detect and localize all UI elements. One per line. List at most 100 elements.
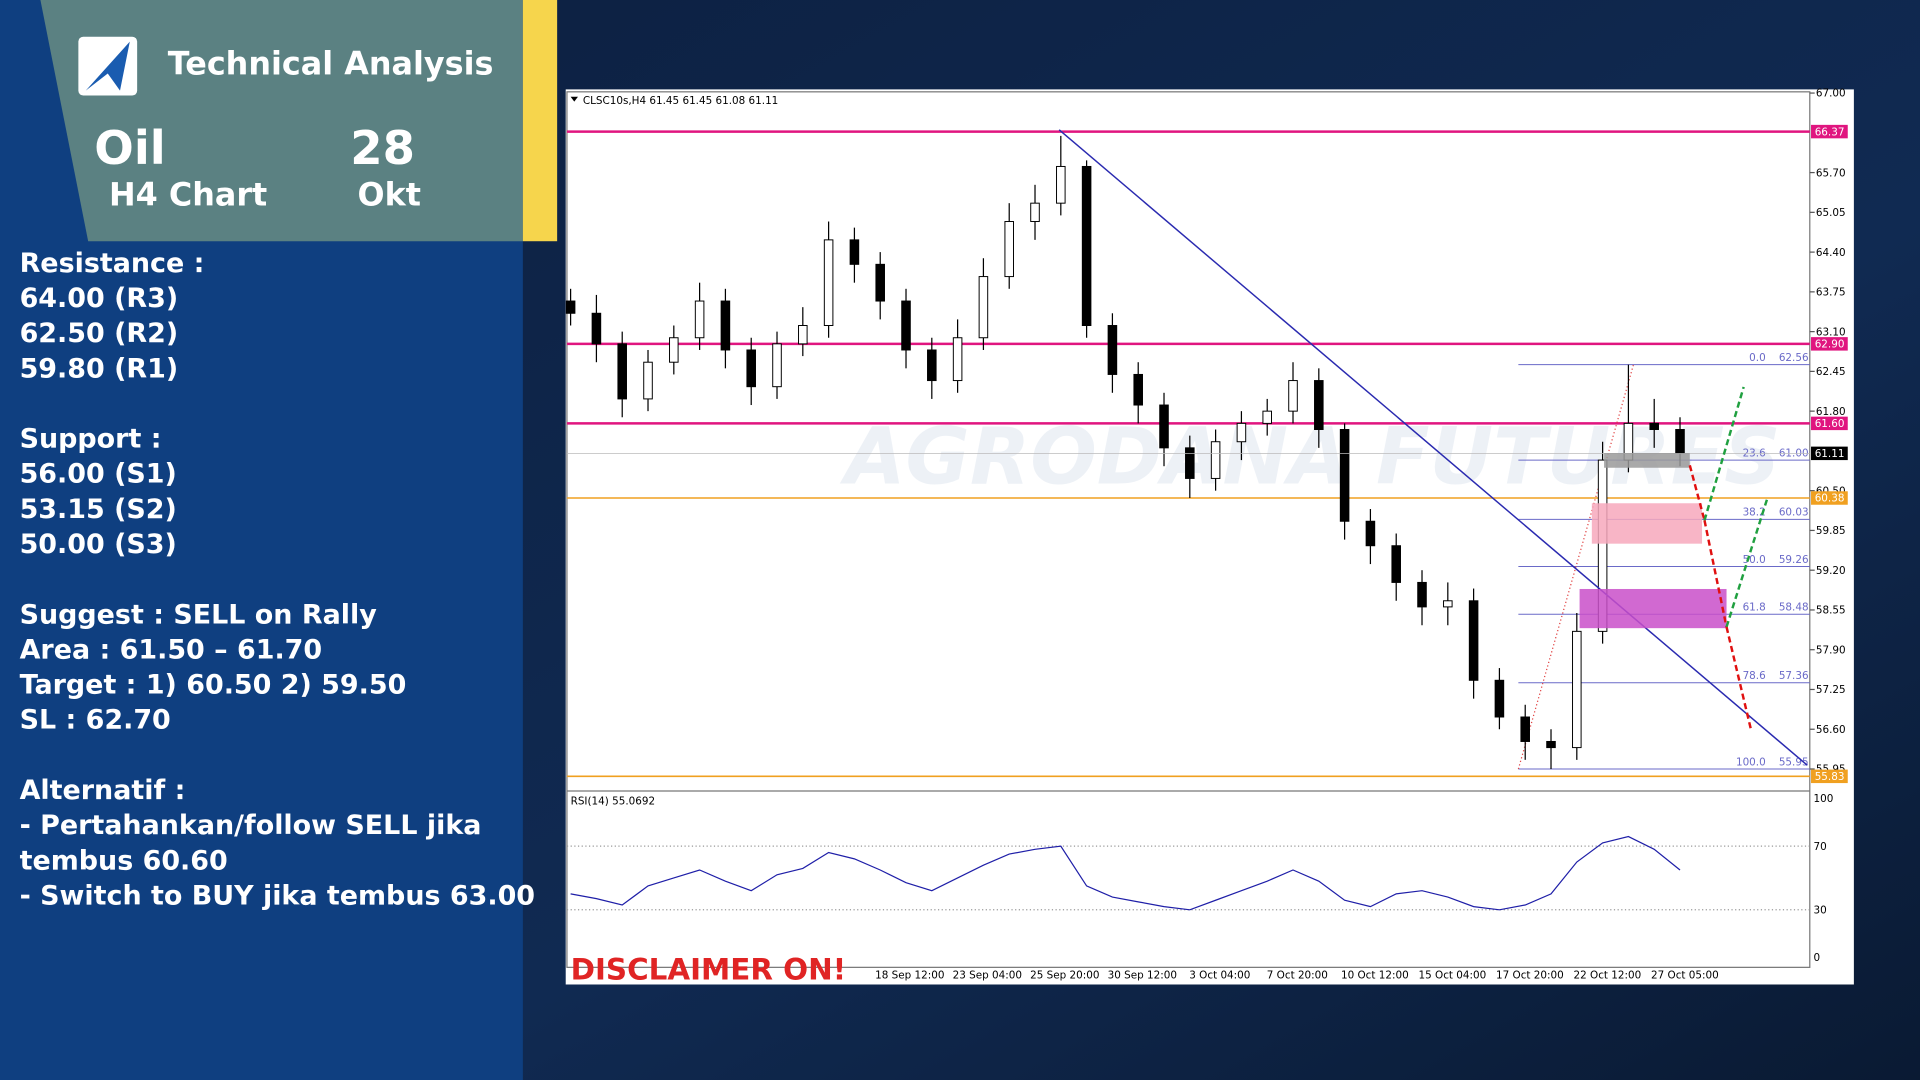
y-tick-label: 57.90 [1816,644,1846,656]
y-tick-label: 59.85 [1816,525,1846,537]
instrument: Oil [94,121,165,175]
demand-zone [1579,588,1727,629]
sidebar-line: tembus 60.60 [20,845,228,876]
arrow [1703,520,1728,628]
candle-body [720,300,731,351]
fib-price: 62.56 [1779,352,1809,364]
candle-body [978,276,989,339]
rsi-tick-label: 100 [1813,793,1833,805]
fib-anchor [1517,364,1635,770]
rsi-tick-label: 0 [1813,952,1820,964]
y-tick-label: 59.20 [1816,565,1846,577]
sidebar-line: 64.00 (R3) [20,283,179,314]
header-box [40,0,523,242]
arrow [1703,386,1745,521]
candle-body [1443,600,1453,608]
price-tag-label: 61.60 [1815,418,1845,430]
x-tick-label: 25 Sep 20:00 [1030,969,1099,981]
day: 28 [350,121,415,175]
y-tick-label: 58.55 [1816,605,1846,617]
y-tick-label: 61.80 [1816,406,1846,418]
candle-body [798,325,808,345]
candle-body [1056,165,1066,204]
candle-body [565,300,576,314]
rsi-tick-label: 30 [1813,904,1826,916]
fib-ratio: 50.0 [1743,554,1766,566]
candle-body [643,361,653,400]
candle-body [927,349,937,382]
fib-ratio: 0.0 [1749,352,1766,364]
x-tick-label: 7 Oct 20:00 [1267,969,1328,981]
y-tick-label: 62.45 [1816,366,1846,378]
price-tag [1811,416,1848,431]
x-tick-label: 18 Sep 12:00 [875,969,944,981]
candle-body [823,239,834,326]
candle-body [1572,630,1582,749]
fib-ratio: 100.0 [1736,756,1766,768]
fib-price: 58.48 [1779,602,1809,614]
candle-body [1417,581,1427,608]
y-tick-label: 67.00 [1816,88,1846,100]
candle-body [1236,422,1247,443]
x-tick-label: 30 Sep 12:00 [1108,969,1177,981]
x-tick-label: 10 Oct 12:00 [1341,969,1409,981]
candle-body [875,263,885,302]
sidebar-line: 53.15 (S2) [20,494,177,525]
header-marker [570,96,578,102]
sidebar-line: - Pertahankan/follow SELL jika [20,810,482,841]
candle-body [1391,545,1401,583]
fib-price: 55.95 [1779,756,1809,768]
chart: CLSC10s,H4 61.45 61.45 61.08 61.11AGRODA… [565,88,1848,981]
month: Okt [358,176,421,214]
candle-body [1365,520,1376,547]
sidebar-line: Resistance : [20,248,205,279]
fib-ratio: 61.8 [1743,602,1766,614]
candle-body [849,239,860,265]
disclaimer: DISCLAIMER ON! [571,953,847,987]
rsi-label: RSI(14) 55.0692 [571,795,655,807]
rsi-tick-label: 70 [1813,841,1826,853]
candle-body [746,349,756,388]
fib-price: 57.36 [1779,670,1809,682]
price-tag-label: 55.83 [1815,771,1845,783]
sidebar-line: Alternatif : [20,775,186,806]
price-tag-label: 66.37 [1815,126,1845,138]
sidebar-line: Area : 61.50 – 61.70 [20,634,323,665]
price-tag-label: 60.38 [1815,493,1845,505]
candle-body [1675,429,1685,454]
sidebar-line: Target : 1) 60.50 2) 59.50 [20,670,407,701]
x-tick-label: 23 Sep 04:00 [953,969,1022,981]
candle-body [1494,679,1505,718]
price-tag [1811,337,1848,351]
title: Technical Analysis [168,45,494,83]
x-tick-label: 22 Oct 12:00 [1574,969,1642,981]
sidebar-line: Suggest : SELL on Rally [20,599,378,630]
trend-line [1058,129,1808,766]
candle-body [1133,373,1143,406]
candle-body [1107,325,1118,375]
sidebar-line: 59.80 (R1) [20,353,179,384]
candle-body [1004,221,1014,278]
candle-body [1546,740,1556,749]
candle-body [1597,459,1608,632]
candle-body [952,337,963,382]
candle-body [669,337,679,363]
candle-body [1520,716,1530,742]
y-tick-label: 64.40 [1816,247,1846,259]
arrow [1725,626,1753,731]
x-tick-label: 3 Oct 04:00 [1189,969,1250,981]
fib-price: 60.03 [1779,507,1809,519]
candle-body [694,300,705,339]
price-tag [1811,491,1848,505]
x-tick-label: 27 Oct 05:00 [1651,969,1719,981]
fib-price: 59.26 [1779,554,1809,566]
candle-body [1159,404,1169,449]
candle-body [1339,429,1350,522]
candle-body [1081,165,1092,326]
candle-body [901,300,911,351]
y-tick-label: 65.70 [1816,167,1846,179]
price-tag [1811,124,1848,139]
y-tick-label: 63.75 [1816,287,1846,299]
